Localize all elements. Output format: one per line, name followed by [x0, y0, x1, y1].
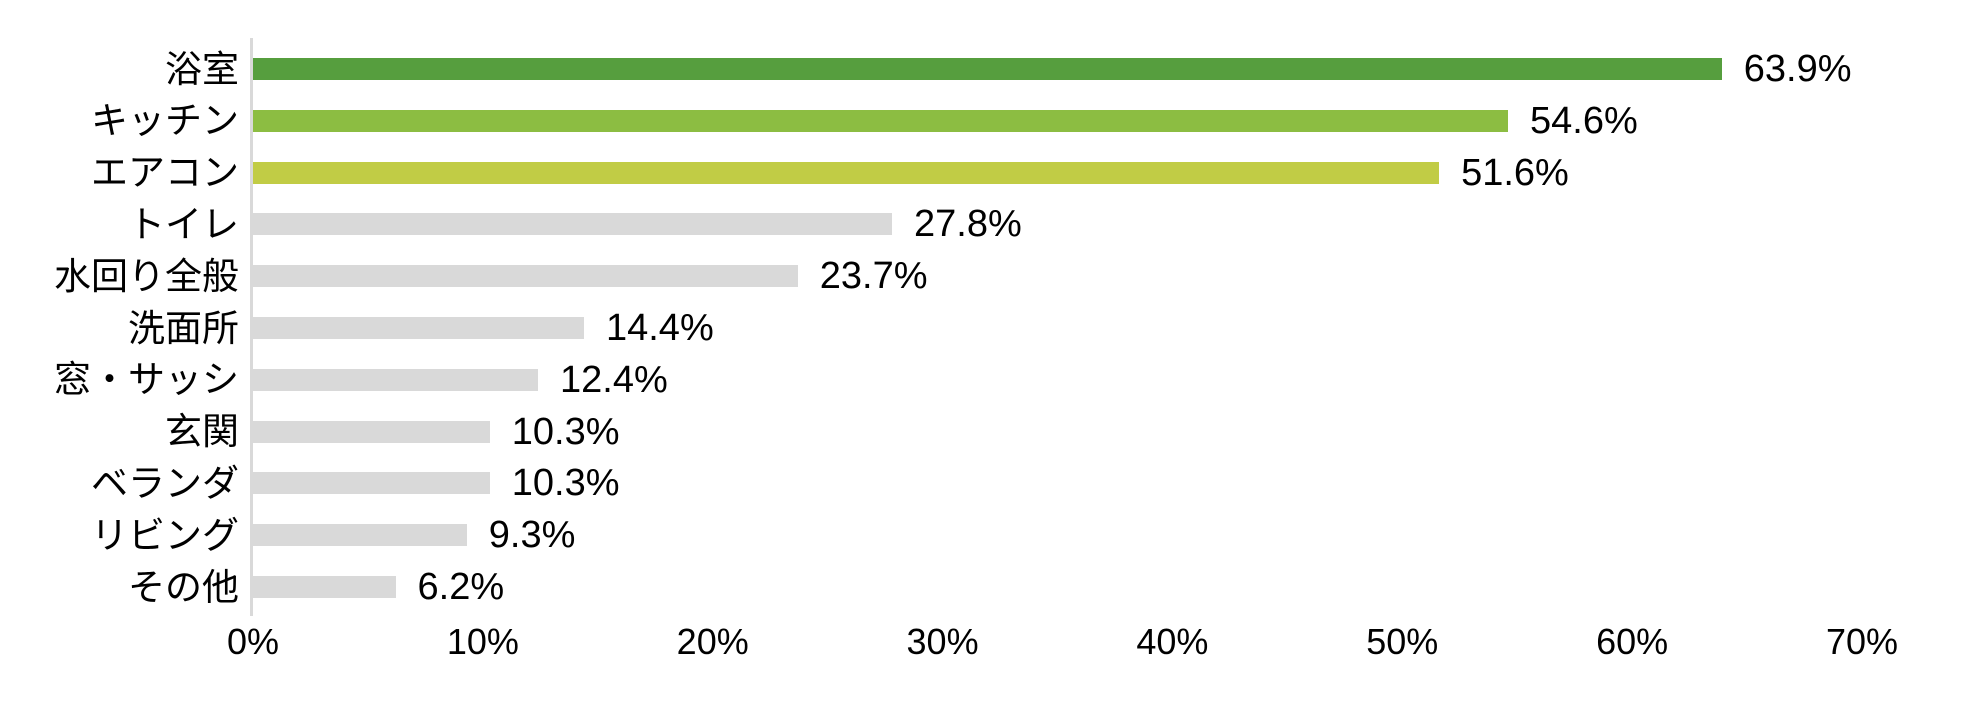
bar: [253, 420, 490, 443]
value-label: 10.3%: [511, 462, 620, 505]
bar: [253, 265, 798, 288]
category-label: 水回り全般: [54, 255, 239, 297]
value-label: 27.8%: [914, 203, 1022, 246]
category-label: 玄関: [165, 411, 239, 453]
category-label: その他: [128, 566, 239, 608]
value-label: 54.6%: [1530, 99, 1638, 142]
bar-row: 窓・サッシ 12.4%: [0, 354, 1976, 406]
value-label: 6.2%: [417, 566, 505, 609]
x-tick-label: 60%: [1596, 621, 1669, 662]
x-tick-label: 0%: [226, 621, 280, 662]
x-tick-label: 10%: [446, 621, 519, 662]
value-label: 63.9%: [1743, 48, 1852, 91]
x-tick-label: 30%: [906, 621, 979, 662]
bar: [253, 58, 1722, 81]
category-label: キッチン: [91, 100, 239, 142]
value-label: 51.6%: [1461, 151, 1569, 194]
x-tick-label: 70%: [1825, 621, 1899, 662]
value-label: 14.4%: [605, 307, 714, 350]
bar: [253, 213, 892, 236]
bar: [253, 109, 1509, 132]
category-label: 窓・サッシ: [54, 359, 239, 401]
bar: [253, 161, 1440, 184]
y-axis-line: [250, 38, 253, 616]
bar: [253, 524, 467, 547]
bar-row: 玄関 10.3%: [0, 406, 1976, 458]
bar: [253, 368, 539, 391]
category-label: 浴室: [165, 48, 239, 90]
category-label: 洗面所: [128, 307, 239, 349]
bar-row: 洗面所 14.4%: [0, 302, 1976, 354]
bar: [253, 472, 490, 495]
bar: [253, 576, 396, 599]
value-label: 10.3%: [511, 410, 620, 453]
category-label: リビング: [91, 514, 239, 556]
bar: [253, 317, 584, 340]
value-label: 9.3%: [488, 514, 576, 557]
bar-row: トイレ 27.8%: [0, 199, 1976, 251]
value-label: 23.7%: [819, 255, 928, 298]
category-label: エアコン: [91, 152, 239, 194]
bar-row: 浴室 63.9%: [0, 43, 1976, 95]
value-label: 12.4%: [560, 358, 668, 401]
bar-row: その他 6.2%: [0, 561, 1976, 613]
bar-row: リビング 9.3%: [0, 509, 1976, 561]
x-tick-label: 20%: [676, 621, 749, 662]
bar-row: キッチン 54.6%: [0, 95, 1976, 147]
bar-row: エアコン 51.6%: [0, 147, 1976, 199]
bar-row: 水回り全般 23.7%: [0, 250, 1976, 302]
bar-row: ベランダ 10.3%: [0, 458, 1976, 510]
x-tick-label: 40%: [1136, 621, 1209, 662]
x-tick-label: 50%: [1366, 621, 1439, 662]
category-label: ベランダ: [91, 462, 239, 504]
category-label: トイレ: [128, 203, 239, 245]
